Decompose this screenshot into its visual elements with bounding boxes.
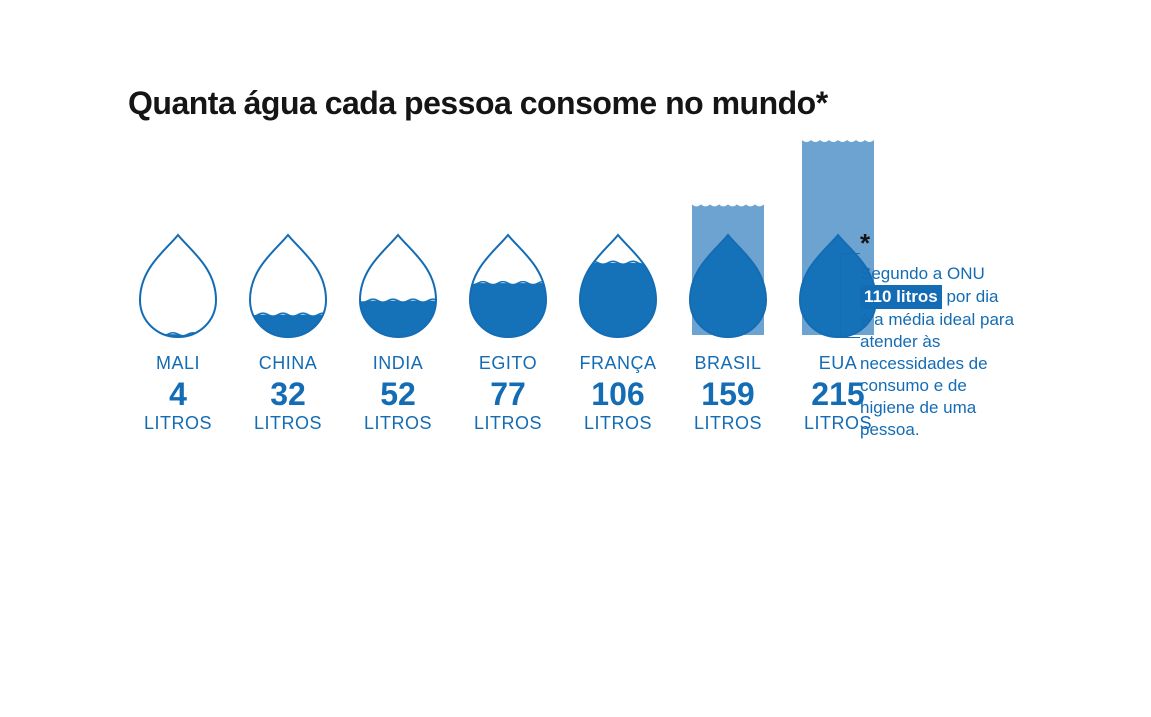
country-name: MALI [156, 353, 200, 374]
country-col: FRANÇA106LITROS [568, 140, 668, 434]
unit-label: LITROS [144, 413, 212, 434]
country-value: 77 [490, 376, 526, 413]
unit-label: LITROS [364, 413, 432, 434]
water-drop-icon [238, 140, 338, 345]
footnote-line1: Segundo a ONU [860, 264, 985, 283]
country-col: CHINA32LITROS [238, 140, 338, 434]
country-name: CHINA [259, 353, 318, 374]
footnote-asterisk: * [860, 227, 1020, 261]
country-col: EGITO77LITROS [458, 140, 558, 434]
water-drop-icon [128, 140, 228, 345]
unit-label: LITROS [254, 413, 322, 434]
footnote-cont: por dia [942, 287, 999, 306]
country-name: EGITO [479, 353, 537, 374]
country-name: INDIA [373, 353, 424, 374]
country-value: 215 [811, 376, 864, 413]
country-col: INDIA52LITROS [348, 140, 448, 434]
country-value: 52 [380, 376, 416, 413]
country-name: EUA [819, 353, 858, 374]
footnote-rest: é a média ideal para atender às necessid… [860, 310, 1014, 439]
country-name: FRANÇA [579, 353, 656, 374]
callout-line [840, 337, 860, 338]
footnote-highlight: 110 litros [860, 285, 942, 309]
unit-label: LITROS [474, 413, 542, 434]
callout-line [840, 253, 841, 338]
water-drop-icon [678, 140, 778, 345]
country-col: BRASIL159LITROS [678, 140, 778, 434]
water-drop-icon [568, 140, 668, 345]
footnote: * Segundo a ONU 110 litros por dia é a m… [860, 227, 1020, 442]
chart-area: MALI4LITROSCHINA32LITROSINDIA52LITROSEGI… [128, 140, 888, 434]
unit-label: LITROS [584, 413, 652, 434]
callout-line [840, 253, 860, 254]
country-value: 4 [169, 376, 187, 413]
unit-label: LITROS [694, 413, 762, 434]
country-name: BRASIL [694, 353, 761, 374]
country-value: 106 [591, 376, 644, 413]
water-drop-icon [458, 140, 558, 345]
chart-title: Quanta água cada pessoa consome no mundo… [128, 85, 828, 122]
country-value: 32 [270, 376, 306, 413]
country-value: 159 [701, 376, 754, 413]
country-col: MALI4LITROS [128, 140, 228, 434]
water-drop-icon [348, 140, 448, 345]
